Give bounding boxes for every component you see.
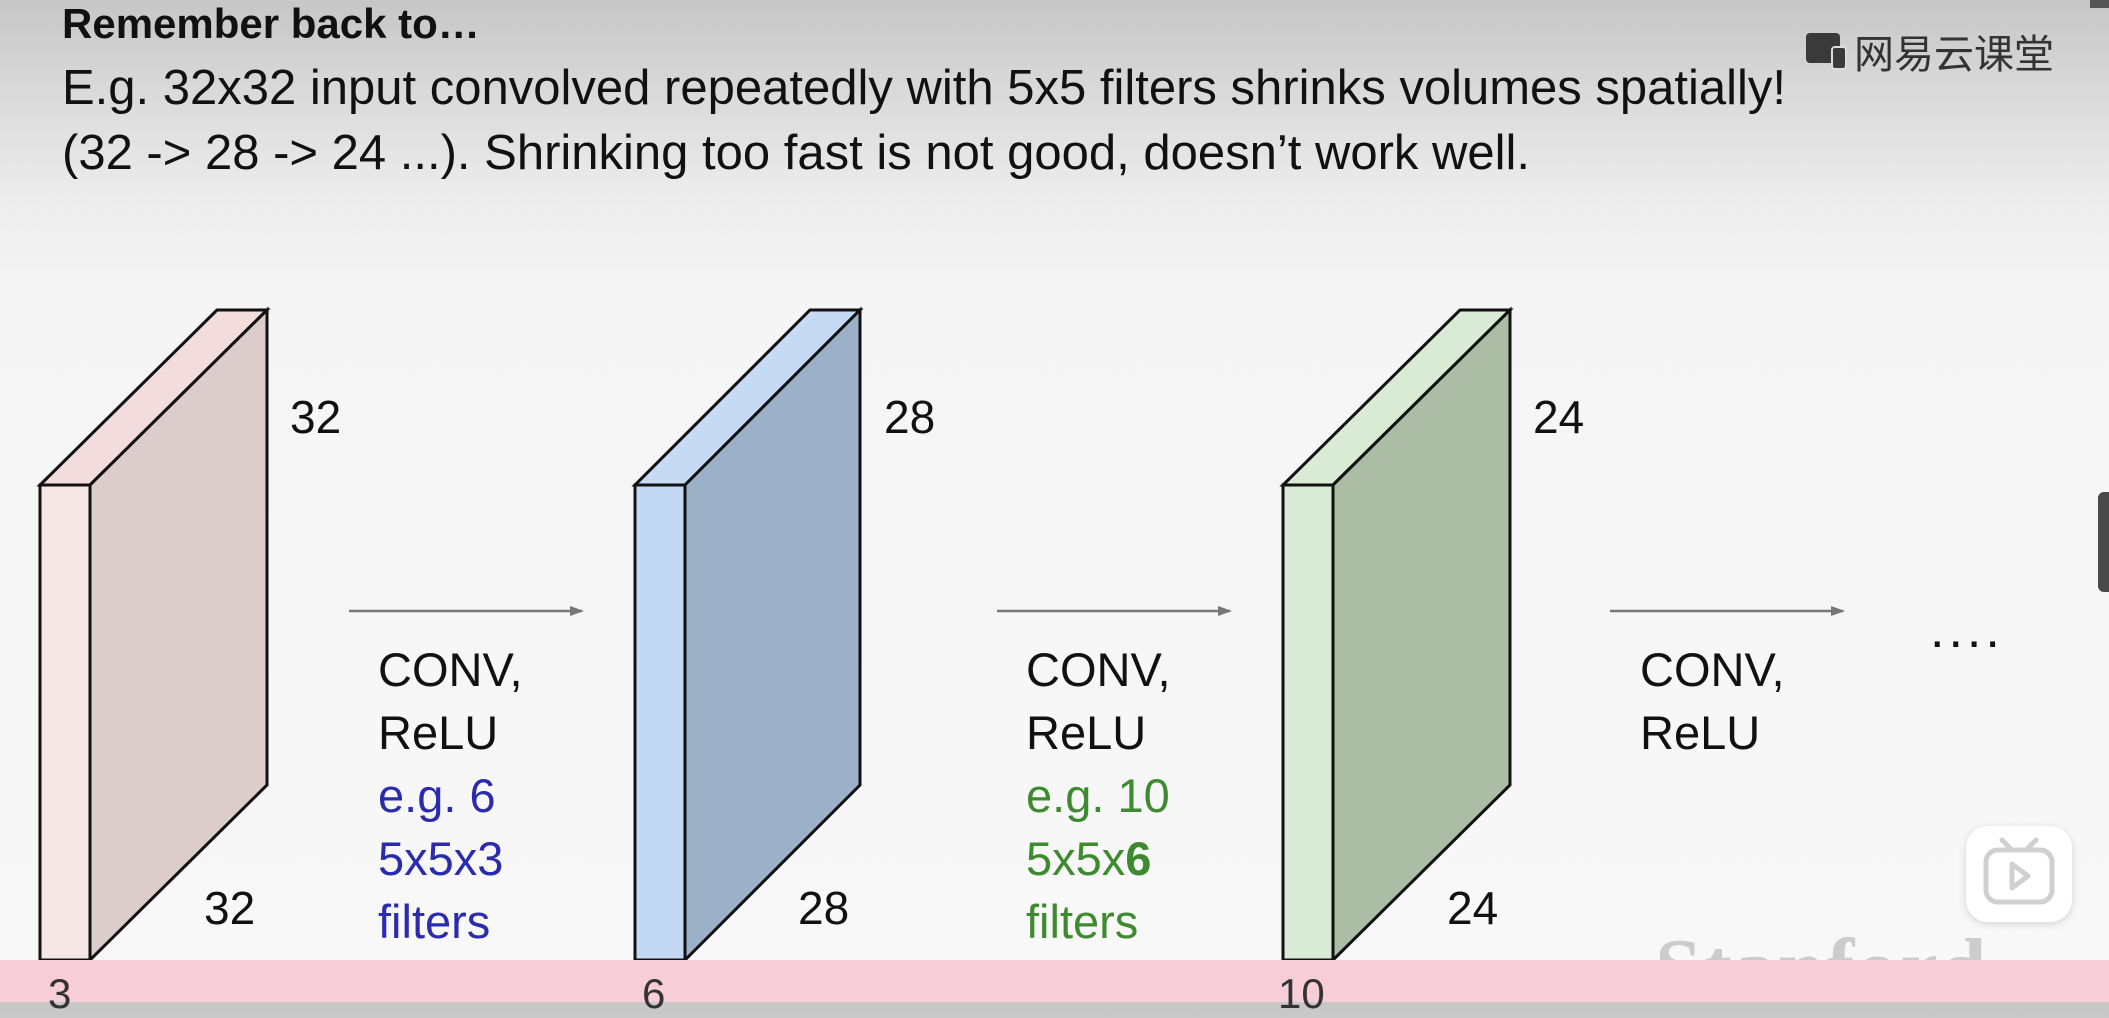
corner-mark xyxy=(2090,0,2109,8)
netease-logo-icon xyxy=(1806,33,1847,70)
play-icon xyxy=(1983,837,2055,905)
operation-2-line-3: e.g. 10 xyxy=(1026,769,1170,822)
volume-3-height-label: 24 xyxy=(1533,391,1585,443)
operation-2-line-4: 5x5x6 xyxy=(1026,827,1171,890)
volume-1-height-label: 32 xyxy=(290,391,342,443)
volume-1-front xyxy=(38,483,92,962)
volume-3-depth-label: 10 xyxy=(1278,970,1325,1017)
operation-2-line-5: filters xyxy=(1026,895,1139,948)
volume-2-depth-label: 6 xyxy=(642,970,666,1017)
volume-2 xyxy=(631,306,864,964)
operation-3-label: CONV, ReLU xyxy=(1640,638,1785,764)
operation-2-line-2: ReLU xyxy=(1026,706,1147,759)
slide-text-line-1: E.g. 32x32 input convolved repeatedly wi… xyxy=(62,61,1787,115)
subtitle-band xyxy=(0,960,2109,1002)
volume-1-width-label: 32 xyxy=(204,882,256,934)
operation-1-line-1: CONV, xyxy=(378,643,523,696)
operation-2-line-1: CONV, xyxy=(1026,643,1171,696)
operation-2-line-4-depth: 6 xyxy=(1125,832,1152,885)
volume-1 xyxy=(36,306,271,964)
operation-3-line-1: CONV, xyxy=(1640,643,1785,696)
operation-1-line-2: ReLU xyxy=(378,706,499,759)
operation-1-line-3: e.g. 6 xyxy=(378,769,496,822)
operation-2-label: CONV, ReLU e.g. 10 5x5x6 filters xyxy=(1026,638,1171,953)
ellipsis: .... xyxy=(1930,601,2004,659)
volume-2-height-label: 28 xyxy=(884,391,936,443)
slide-title: Remember back to… xyxy=(62,0,480,47)
volume-3-front xyxy=(1281,483,1335,962)
volume-1-depth-label: 3 xyxy=(48,970,72,1017)
operation-1-line-5: filters xyxy=(378,895,491,948)
volume-2-front xyxy=(633,483,687,962)
volume-3 xyxy=(1279,306,1514,964)
netease-watermark: 网易云课堂 xyxy=(1804,26,2054,78)
slide-text-line-2: (32 -> 28 -> 24 ...). Shrinking too fast… xyxy=(62,126,1531,180)
side-scroll-handle[interactable] xyxy=(2098,492,2109,592)
operation-2-line-4-prefix: 5x5x xyxy=(1026,832,1126,885)
volume-2-width-label: 28 xyxy=(798,882,850,934)
video-play-button[interactable] xyxy=(1966,826,2072,922)
operation-3-line-2: ReLU xyxy=(1640,706,1761,759)
volume-3-width-label: 24 xyxy=(1447,882,1499,934)
operation-1-label: CONV, ReLU e.g. 6 5x5x3 filters xyxy=(378,638,523,953)
operation-1-line-4: 5x5x3 xyxy=(378,832,504,885)
watermark-text: 网易云课堂 xyxy=(1854,32,2054,78)
